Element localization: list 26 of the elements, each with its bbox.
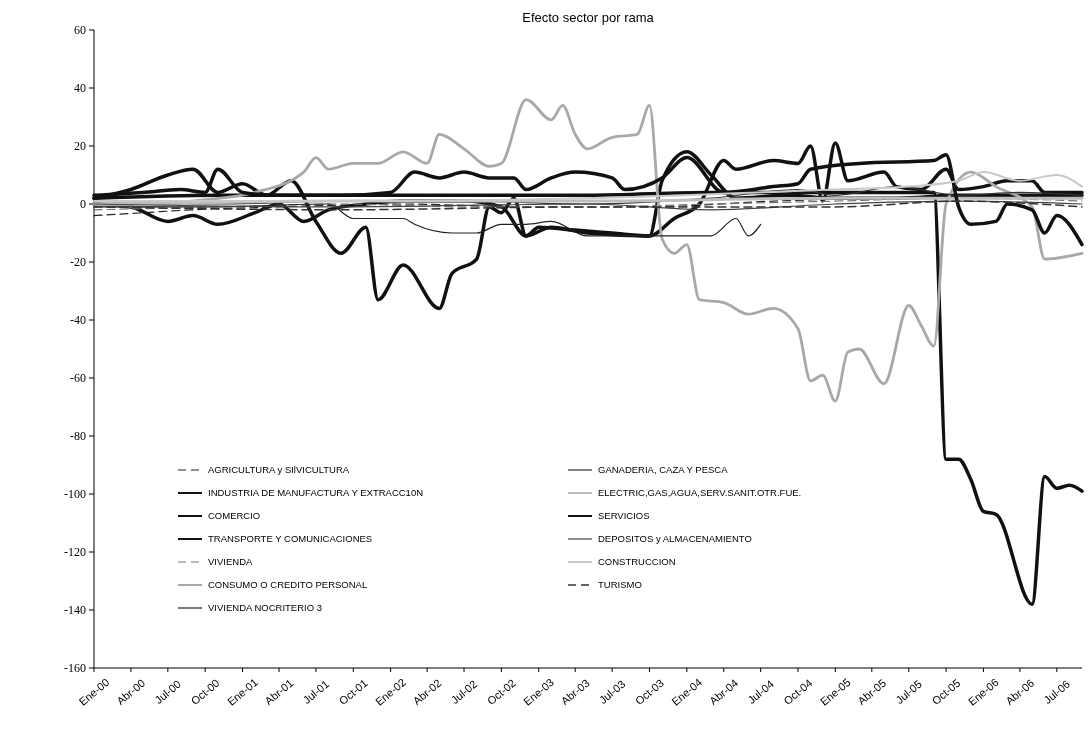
- legend-label: VIVIENDA NOCRITERIO 3: [208, 602, 323, 614]
- y-tick-label: 20: [74, 139, 86, 154]
- y-tick-label: -20: [70, 255, 86, 270]
- legend-label: AGRICULTURA y SIlVICULTURA: [208, 464, 350, 476]
- legend-label: CONSUMO O CREDITO PERSONAL: [208, 579, 368, 591]
- y-tick-label: 40: [74, 81, 86, 96]
- legend-label: VIVIENDA: [208, 556, 254, 568]
- legend-label: ELECTRIC,GAS,AGUA,SERV.SANIT.OTR.FUE.: [598, 487, 802, 499]
- legend-label: INDUSTRIA DE MANUFACTURA Y EXTRACC10N: [208, 487, 424, 499]
- legend-label: CONSTRUCCION: [598, 556, 676, 568]
- legend-label: TURISMO: [598, 579, 642, 591]
- legend-label: GANADERIA, CAZA Y PESCA: [598, 464, 729, 476]
- y-tick-label: -60: [70, 371, 86, 386]
- y-tick-label: -80: [70, 429, 86, 444]
- y-tick-label: -100: [64, 487, 86, 502]
- y-tick-label: 60: [74, 23, 86, 38]
- y-tick-label: -40: [70, 313, 86, 328]
- legend-label: COMERCIO: [208, 510, 261, 522]
- legend-label: TRANSPORTE Y COMUNICACIONES: [208, 533, 373, 545]
- chart-title: Efecto sector por rama: [522, 10, 655, 25]
- y-tick-label: -120: [64, 545, 86, 560]
- y-tick-label: -140: [64, 603, 86, 618]
- y-tick-label: 0: [80, 197, 86, 212]
- legend-label: SERVICIOS: [598, 510, 650, 522]
- y-tick-label: -160: [64, 661, 86, 676]
- legend-label: DEPOSITOS y ALMACENAMIENTO: [598, 533, 752, 545]
